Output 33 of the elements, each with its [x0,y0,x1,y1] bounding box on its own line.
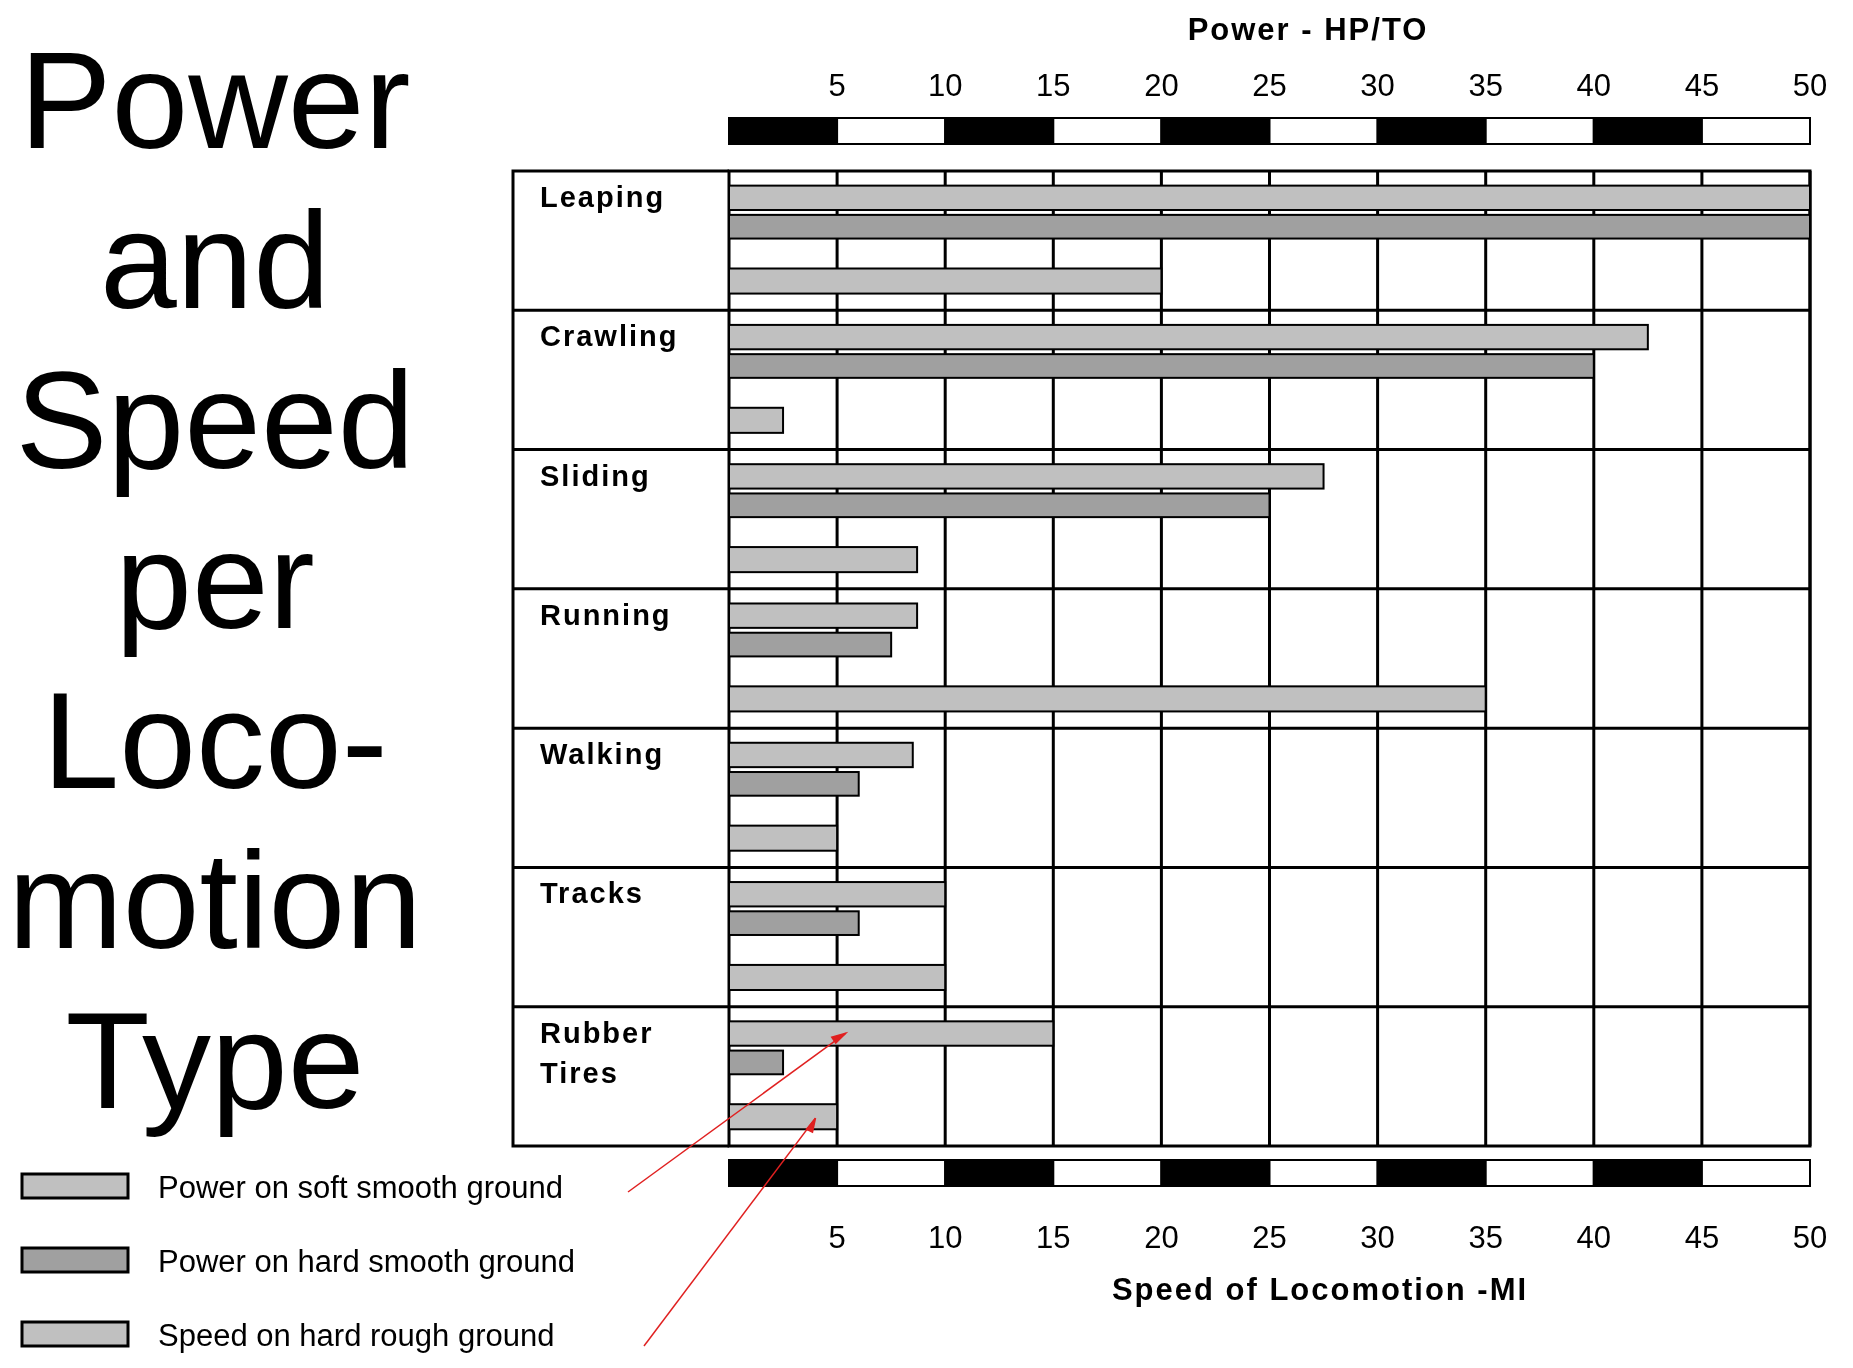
x-tick-label: 45 [1684,1220,1720,1255]
x-axis-title: Speed of Locomotion -MI [1111,1272,1529,1307]
x2-tick-label: 10 [927,68,963,103]
legend-label: Speed on hard rough ground [158,1318,555,1353]
x2-tick-label: 40 [1576,68,1612,103]
x-tick-label: 5 [828,1220,846,1255]
x2-tick-label: 50 [1792,68,1828,103]
x-tick-label: 40 [1576,1220,1612,1255]
x2-tick-label: 35 [1468,68,1503,103]
x-tick-label: 10 [927,1220,963,1255]
y-tick-label: Running [540,598,672,631]
x-tick-label: 15 [1036,1220,1071,1255]
x2-tick-label: 20 [1144,68,1179,103]
y-tick-label: Sliding [540,459,651,492]
x-tick-label: 50 [1792,1220,1828,1255]
y-tick-label: Rubber Tires [540,1016,654,1089]
x-tick-label: 30 [1360,1220,1395,1255]
x2-tick-label: 5 [828,68,846,103]
x2-tick-label: 45 [1684,68,1720,103]
legend-label: Power on hard smooth ground [158,1244,576,1279]
x2-tick-label: 30 [1360,68,1395,103]
y-tick-label: Leaping [540,181,666,213]
y-tick-label: Tracks [540,877,644,910]
y-tick-label: Walking [540,738,665,771]
y-tick-label: Crawling [540,320,679,353]
x-tick-label: 20 [1144,1220,1179,1255]
text: Power and Speed per Loco-motion Type [7,23,423,1137]
x2-tick-label: 15 [1036,68,1071,103]
x2-axis-title: Power - HP/TO [1187,12,1429,47]
legend-label: Power on soft smooth ground [158,1170,563,1205]
x-tick-label: 35 [1468,1220,1503,1255]
x-tick-label: 25 [1252,1220,1287,1255]
x2-tick-label: 25 [1252,68,1287,103]
